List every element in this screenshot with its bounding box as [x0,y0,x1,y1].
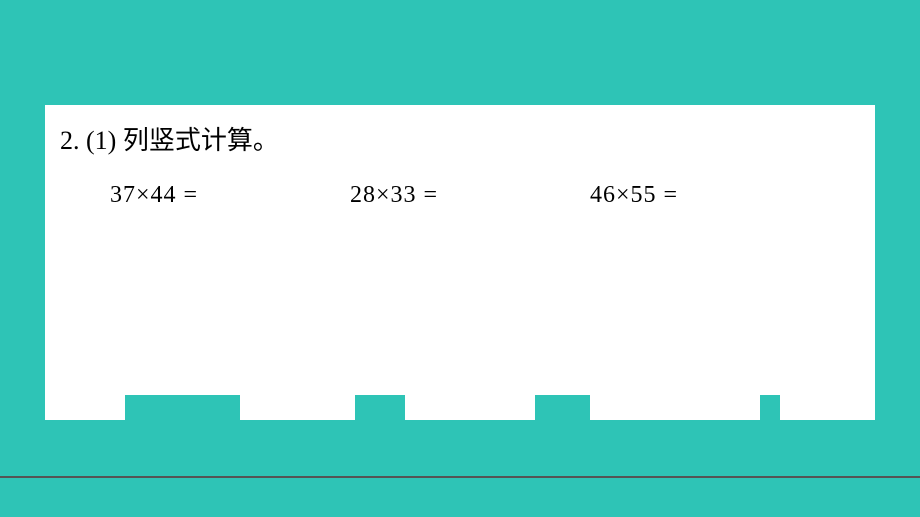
problem-3: 46×55 = [590,182,830,209]
question-number: 2. [60,126,80,155]
notch-3 [535,395,590,420]
bottom-line [0,476,920,478]
question-subnumber: (1) [86,126,116,155]
question-header: 2. (1) 列竖式计算。 [45,105,875,157]
notch-1 [125,395,240,420]
notch-2 [355,395,405,420]
problems-row: 37×44 = 28×33 = 46×55 = [45,157,875,209]
problem-1: 37×44 = [110,182,350,209]
notch-4 [760,395,780,420]
problem-2: 28×33 = [350,182,590,209]
content-box: 2. (1) 列竖式计算。 37×44 = 28×33 = 46×55 = [45,105,875,400]
question-text: 列竖式计算。 [123,126,279,155]
